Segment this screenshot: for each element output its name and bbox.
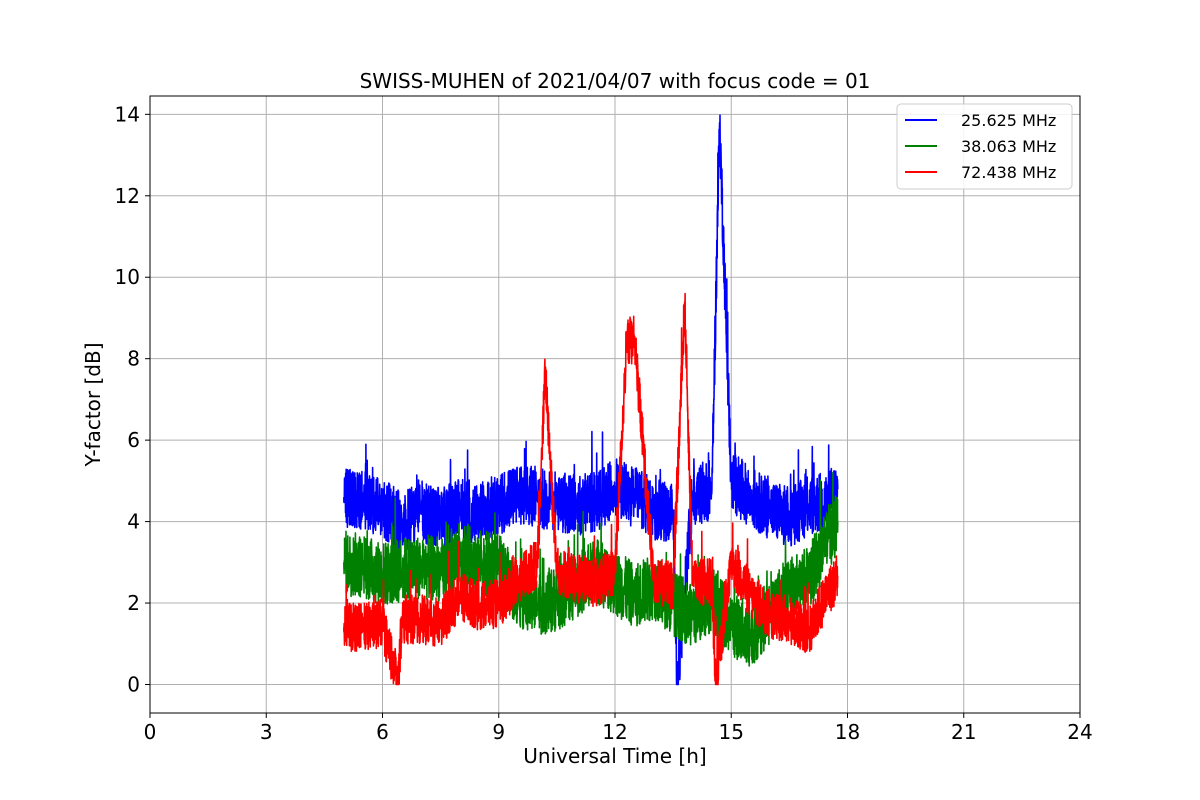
x-tick-label: 9	[492, 720, 505, 744]
series-line-1	[343, 114, 839, 686]
x-tick-label: 15	[719, 720, 744, 744]
y-tick-label: 12	[115, 184, 140, 208]
y-tick-label: 14	[115, 102, 140, 126]
data-series-layer	[343, 114, 839, 686]
series-line-3	[343, 292, 839, 686]
legend-frame	[896, 103, 1073, 190]
x-tick-label: 21	[951, 720, 976, 744]
legend-label: 38.063 MHz	[961, 137, 1056, 156]
x-axis-label: Universal Time [h]	[523, 744, 706, 768]
x-tick-label: 3	[260, 720, 273, 744]
legend-label: 72.438 MHz	[961, 163, 1056, 182]
y-tick-label: 2	[127, 591, 140, 615]
y-tick-label: 10	[115, 265, 140, 289]
x-tick-label: 6	[376, 720, 389, 744]
chart-title: SWISS-MUHEN of 2021/04/07 with focus cod…	[360, 69, 871, 93]
y-tick-label: 8	[127, 347, 140, 371]
x-tick-label: 24	[1067, 720, 1092, 744]
legend-label: 25.625 MHz	[961, 111, 1056, 130]
y-tick-label: 6	[127, 428, 140, 452]
x-axis-ticks: 0 3 6 9 12 15 18 21 24	[144, 713, 1093, 744]
y-tick-label: 0	[127, 672, 140, 696]
x-tick-label: 18	[835, 720, 860, 744]
y-axis-ticks: 0 2 4 6 8 10 12 14	[115, 102, 150, 696]
y-axis-label: Y-factor [dB]	[81, 342, 105, 467]
y-tick-label: 4	[127, 510, 140, 534]
x-tick-label: 12	[602, 720, 627, 744]
plot-area	[149, 95, 1081, 714]
x-tick-label: 0	[144, 720, 157, 744]
legend: 25.625 MHz 38.063 MHz 72.438 MHz	[896, 103, 1073, 190]
